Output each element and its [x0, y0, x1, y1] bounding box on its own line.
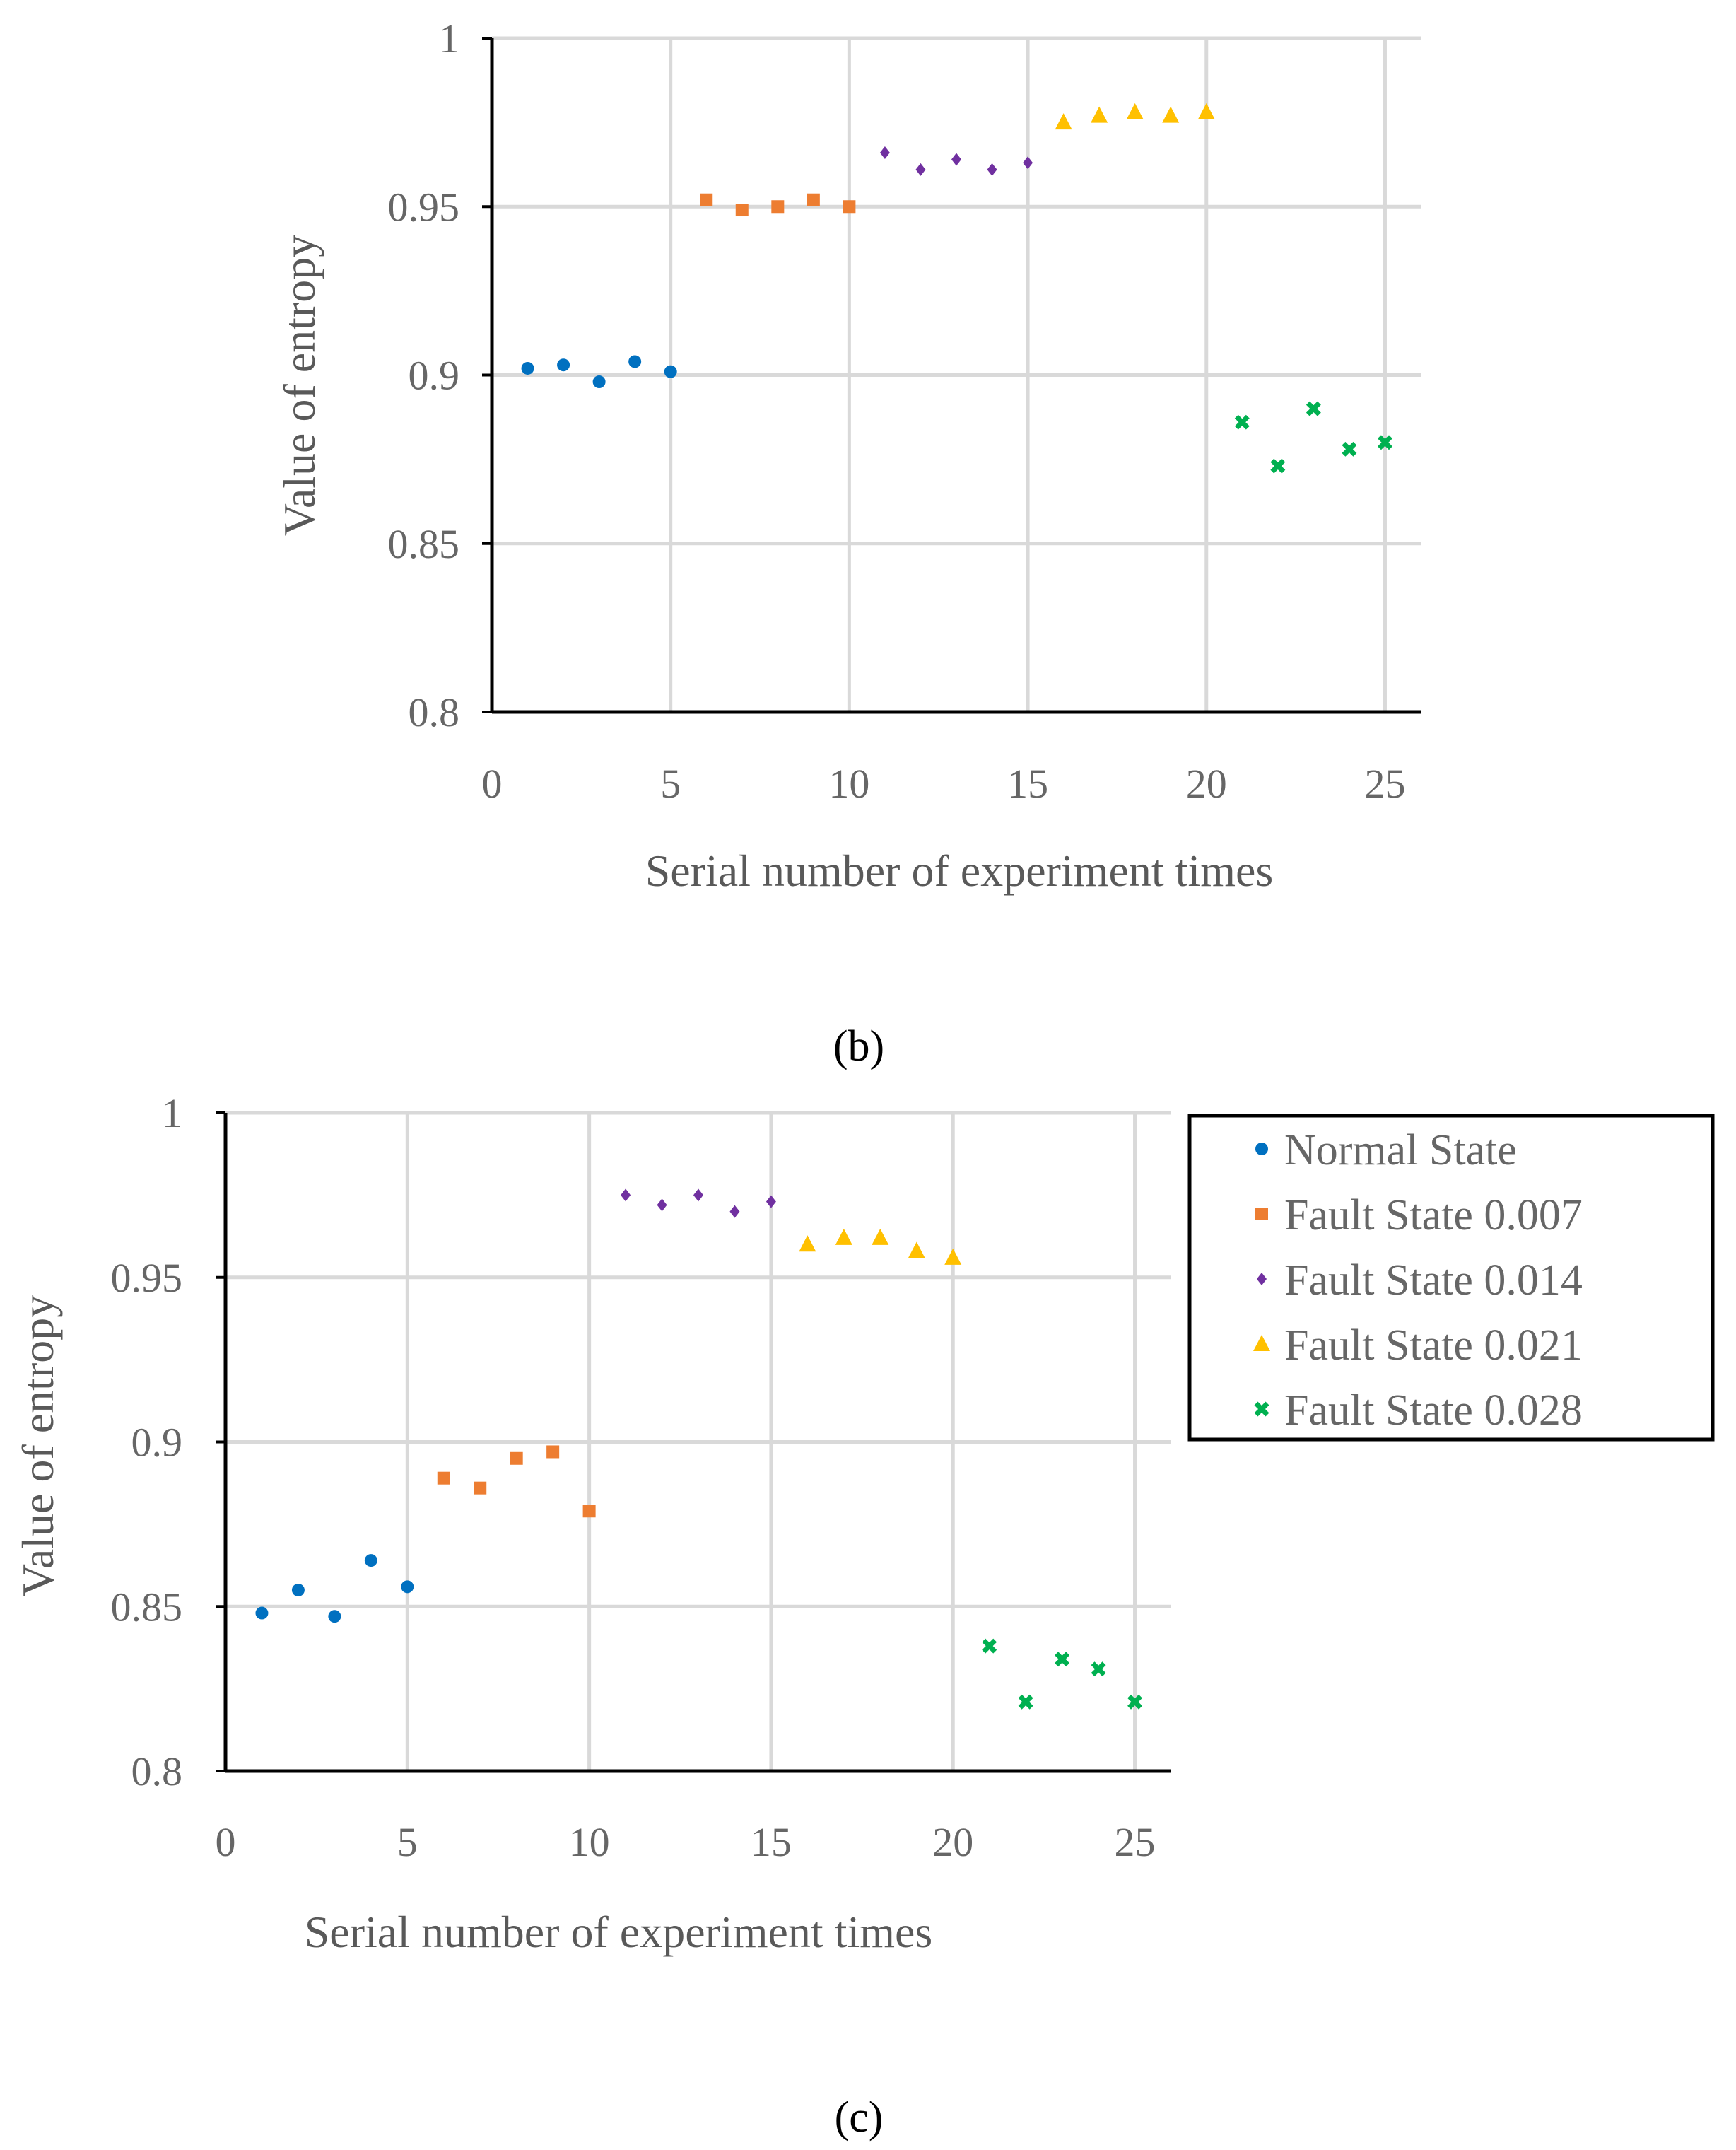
chart-c-point [401, 1580, 414, 1594]
chart-c-point [908, 1241, 925, 1258]
chart-b-xtick-label: 0 [482, 761, 503, 807]
chart-c-point [835, 1228, 852, 1245]
chart-b-point [951, 153, 961, 166]
chart-c-ytick-label: 0.9 [131, 1420, 183, 1466]
chart-c-xtick-label: 20 [932, 1819, 973, 1865]
chart-c-xlabel: Serial number of experiment times [305, 1907, 933, 1957]
chart-c-point [1091, 1661, 1106, 1677]
chart-c-point [474, 1481, 487, 1495]
caption-c: (c) [835, 2093, 884, 2142]
chart-c-point [582, 1505, 596, 1518]
chart-b-point [843, 200, 856, 214]
legend-label: Normal State [1284, 1126, 1517, 1174]
chart-c-ylabel: Value of entropy [13, 1295, 63, 1597]
chart-b-point [1023, 156, 1033, 170]
chart-b-point [1270, 458, 1286, 474]
chart-c-point [255, 1606, 269, 1620]
chart-b-point [592, 375, 606, 389]
caption-b: (b) [833, 1022, 884, 1070]
chart-b-point [1126, 103, 1144, 119]
chart-b-xtick-label: 10 [828, 761, 869, 807]
chart-b-xtick-label: 5 [660, 761, 681, 807]
chart-b-point [664, 365, 677, 378]
chart-c-point [799, 1235, 816, 1252]
legend-box [1187, 1114, 1715, 1442]
chart-c-xtick-label: 15 [751, 1819, 792, 1865]
chart-c-point [510, 1451, 523, 1465]
chart-b-ylabel: Value of entropy [274, 235, 324, 537]
chart-c-point [291, 1583, 305, 1596]
chart-c-point [546, 1445, 560, 1459]
legend-marker [1255, 1208, 1268, 1220]
legend-label: Fault State 0.028 [1284, 1386, 1583, 1435]
chart-c-point [621, 1188, 631, 1202]
chart-b-point [521, 361, 534, 375]
chart-c-point [1055, 1652, 1070, 1667]
chart-c-xtick-label: 10 [569, 1819, 610, 1865]
chart-b-xtick-label: 20 [1186, 761, 1227, 807]
chart-b-ytick-label: 0.8 [409, 689, 460, 735]
chart-c-point [982, 1638, 997, 1654]
chart-c-point [657, 1198, 667, 1212]
chart-c-point [1018, 1694, 1033, 1710]
legend-marker [1253, 1335, 1270, 1351]
chart-c-xtick-label: 0 [216, 1819, 236, 1865]
chart-b-point [1234, 414, 1250, 430]
chart-b-point [771, 200, 785, 214]
legend-marker [1257, 1273, 1267, 1285]
chart-c-xtick-label: 5 [397, 1819, 418, 1865]
chart-c: 0 5 10 15 20 25 0.8 0.85 0.9 0.95 1 Serial number … [13, 1090, 1171, 1957]
chart-c-point [944, 1248, 962, 1265]
chart-c-ytick-label: 0.95 [111, 1255, 183, 1301]
chart-b-point [915, 163, 926, 176]
chart-b-xtick-label: 25 [1364, 761, 1405, 807]
chart-b-point [1306, 401, 1321, 416]
chart-c-point [1127, 1694, 1143, 1710]
chart-b-point [1342, 441, 1357, 457]
chart-c-ytick-label: 0.85 [111, 1584, 183, 1630]
chart-b-point [1197, 103, 1215, 119]
chart-b-xtick-label: 15 [1007, 761, 1048, 807]
legend-marker [1254, 1401, 1269, 1417]
chart-c-ytick-label: 0.8 [131, 1748, 183, 1794]
chart-b-xlabel: Serial number of experiment times [645, 846, 1274, 896]
chart-c-point [437, 1471, 450, 1485]
chart-c-point [328, 1610, 341, 1623]
chart-c-point [766, 1195, 776, 1208]
chart-b-point [628, 355, 642, 368]
legend-marker [1255, 1143, 1268, 1155]
chart-b-point [700, 193, 713, 206]
chart-b-point [987, 163, 997, 176]
legend: Normal State Fault State 0.007 Fault State… [1187, 1114, 1715, 1442]
chart-b-point [1162, 106, 1180, 123]
chart-b-ytick-label: 0.85 [388, 521, 460, 567]
chart-b-point [879, 146, 890, 160]
chart-b-point [735, 204, 749, 217]
legend-label: Fault State 0.021 [1284, 1321, 1583, 1369]
chart-c-point [693, 1188, 703, 1202]
chart-c-point [872, 1228, 889, 1245]
chart-b-ytick-label: 0.9 [409, 353, 460, 399]
chart-c-point [364, 1554, 377, 1567]
chart-b-point [807, 193, 820, 206]
chart-c-point [729, 1205, 740, 1218]
chart-b-point [1377, 435, 1392, 450]
chart-b-ytick-label: 1 [439, 16, 459, 62]
chart-c-xtick-label: 25 [1115, 1819, 1156, 1865]
chart-c-ytick-label: 1 [162, 1090, 182, 1136]
legend-label: Fault State 0.007 [1284, 1191, 1583, 1239]
chart-b-point [557, 358, 570, 372]
chart-b-point [1091, 106, 1108, 123]
chart-b-ytick-label: 0.95 [388, 184, 460, 230]
chart-b: 0 5 10 15 20 25 0.8 0.85 0.9 0.95 1 Serial number … [274, 16, 1421, 896]
chart-b-point [1055, 113, 1072, 130]
legend-label: Fault State 0.014 [1284, 1256, 1583, 1304]
